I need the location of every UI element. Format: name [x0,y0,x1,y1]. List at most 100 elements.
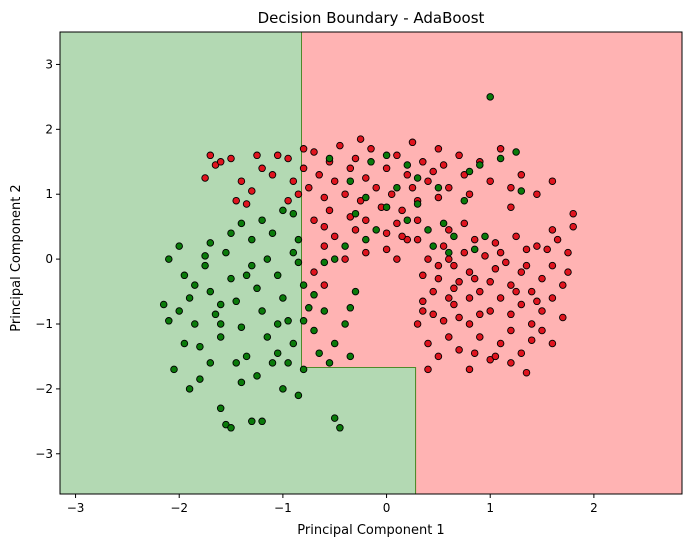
point-red [517,268,526,276]
x-tick-label: 2 [590,501,598,515]
point-red [424,365,432,374]
point-green [279,385,287,393]
point-green [227,229,235,237]
point-red [507,326,515,335]
point-red [429,287,437,296]
point-green [299,317,308,325]
point-red [398,232,406,241]
point-green [175,307,183,315]
point-green [367,158,375,166]
point-red [517,300,526,309]
point-red [351,154,360,163]
y-tick-label: −3 [35,447,53,461]
point-red [305,183,313,192]
point-red [320,242,329,250]
point-green [413,200,422,208]
point-green [196,375,204,383]
point-red [507,203,515,211]
y-axis-ticks: −3 −2 −1 0 1 2 3 [35,57,60,461]
point-green [362,235,370,244]
point-green [481,232,489,241]
point-red [310,268,318,276]
point-red [538,274,546,283]
point-red [465,365,474,374]
point-green [517,187,526,195]
point-red [517,171,526,179]
point-red [465,294,474,302]
point-green [206,287,215,296]
point-red [393,255,401,263]
point-green [470,245,479,254]
scatter-points [159,93,577,432]
point-red [548,177,557,185]
point-red [434,261,443,270]
point-green [289,248,298,257]
point-green [258,417,266,426]
point-red [496,145,505,153]
point-green [284,359,292,367]
point-red [403,171,412,179]
point-red [242,200,251,208]
point-green [294,391,303,400]
point-red [460,248,469,257]
point-red [434,274,443,283]
point-red [268,171,277,179]
point-red [450,284,458,293]
point-red [455,346,463,354]
y-tick-label: 3 [45,57,53,71]
x-tick-label: −1 [274,501,292,515]
point-red [491,239,500,247]
point-red [237,177,246,185]
point-green [382,203,391,211]
point-red [413,320,422,328]
point-red [330,232,339,241]
point-red [419,271,427,280]
point-red [486,355,494,364]
point-green [263,255,272,263]
point-red [387,190,396,198]
point-green [403,161,412,169]
point-red [362,216,370,224]
point-red [362,174,370,182]
point-red [543,245,551,254]
point-green [191,281,199,289]
point-green [450,232,458,241]
point-red [351,226,360,234]
y-tick-label: −2 [35,382,53,396]
point-green [185,385,194,393]
point-green [216,333,225,341]
point-green [351,287,360,296]
point-red [320,222,329,231]
x-axis-ticks: −3 −2 −1 0 1 2 [67,494,598,515]
point-red [320,193,329,202]
point-green [216,320,225,328]
point-red [206,151,215,160]
point-green [299,281,308,289]
point-red [346,164,355,173]
point-green [222,248,230,257]
point-green [180,339,189,348]
point-green [439,219,448,228]
point-red [450,300,458,309]
x-tick-label: −2 [170,501,188,515]
point-red [476,310,484,319]
point-green [170,365,178,374]
point-red [486,278,494,286]
point-green [196,342,204,351]
point-green [330,339,339,348]
point-red [445,294,453,302]
point-red [507,310,515,319]
point-green [496,154,505,163]
point-red [434,193,443,202]
point-green [476,161,484,169]
point-red [299,145,308,153]
point-green [351,209,360,218]
point-red [460,219,469,228]
point-red [424,339,432,348]
point-red [559,281,567,289]
point-red [470,274,479,283]
point-red [460,171,469,179]
point-red [299,164,308,173]
point-red [294,190,303,198]
